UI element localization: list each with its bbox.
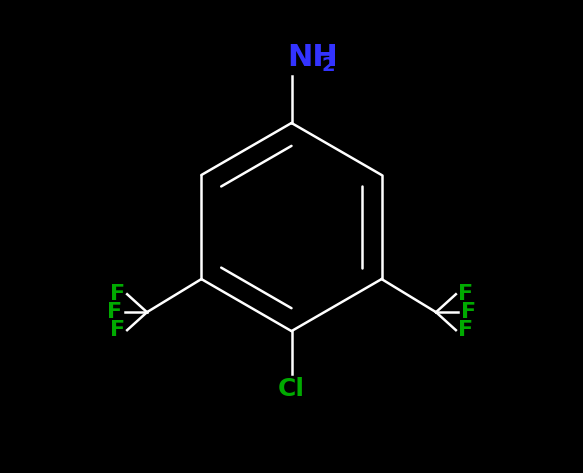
Text: Cl: Cl bbox=[278, 377, 305, 402]
Text: F: F bbox=[110, 320, 125, 340]
Text: F: F bbox=[461, 302, 476, 322]
Text: F: F bbox=[107, 302, 122, 322]
Text: F: F bbox=[458, 284, 473, 304]
Text: NH: NH bbox=[287, 43, 338, 72]
Text: 2: 2 bbox=[321, 56, 335, 75]
Text: F: F bbox=[458, 320, 473, 340]
Text: F: F bbox=[110, 284, 125, 304]
